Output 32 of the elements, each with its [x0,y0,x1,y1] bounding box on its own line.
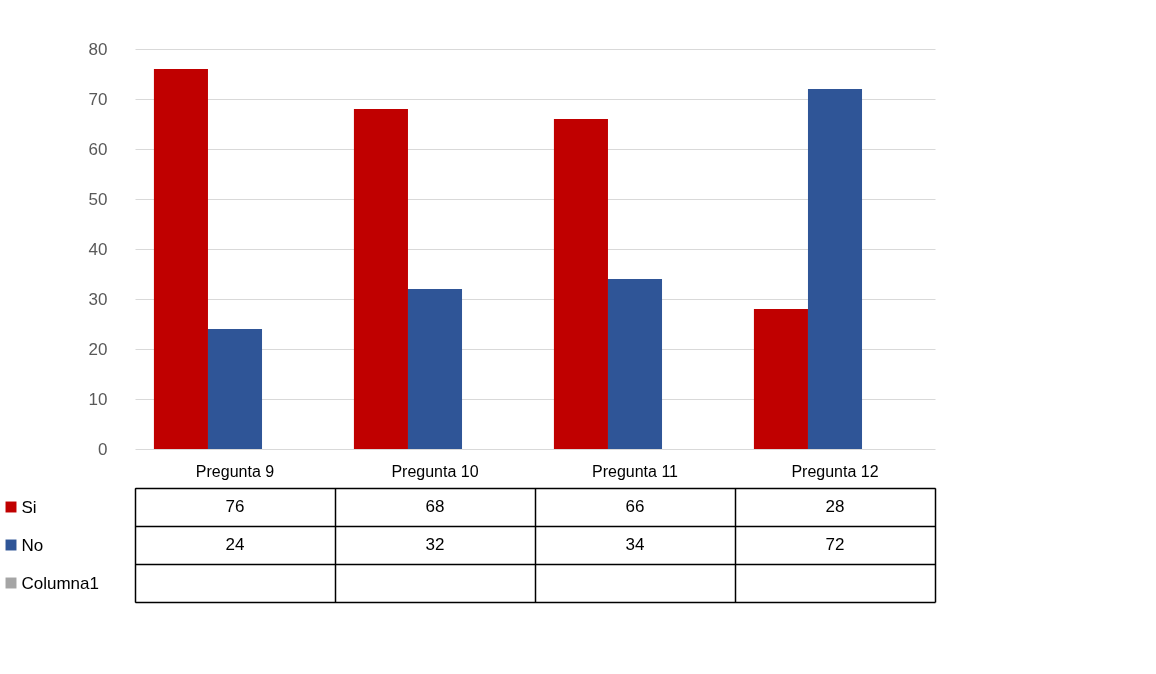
bar [353,109,408,449]
y-tick-label: 10 [88,389,108,409]
bar [407,289,463,449]
legend-label: Si [21,497,37,517]
y-tick-label: 20 [88,339,108,359]
y-tick-label: 50 [88,189,108,209]
y-tick-label: 0 [98,439,108,459]
y-tick-label: 80 [88,39,108,59]
bar [207,329,263,449]
legend-label: No [21,535,44,555]
bar [753,309,808,449]
bar [607,279,663,449]
data-label: 66 [625,497,645,516]
x-tick-label: Pregunta 10 [391,462,479,480]
x-tick-label: Pregunta 11 [592,462,679,480]
data-label: 32 [425,535,445,554]
legend-label: Columna1 [21,573,99,593]
y-tick-label: 60 [88,139,108,159]
y-tick-label: 70 [88,89,108,109]
y-tick-label: 40 [88,239,108,259]
x-tick-label: Pregunta 12 [791,462,879,480]
data-label: 72 [825,535,845,554]
data-label: 68 [425,497,445,516]
x-tick-label: Pregunta 9 [195,462,275,480]
bar [553,119,608,449]
y-tick-label: 30 [88,289,108,309]
data-label: 28 [825,497,845,516]
bar [153,69,208,449]
bar [807,89,863,449]
data-label: 34 [625,535,645,554]
data-label: 24 [225,535,245,554]
data-label: 76 [225,497,245,516]
